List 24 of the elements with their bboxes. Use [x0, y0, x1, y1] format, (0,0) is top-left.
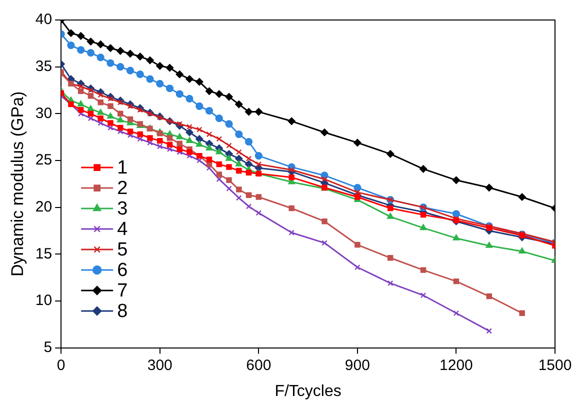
legend-label: 6	[117, 260, 128, 282]
x-axis-title: F/Tcycles	[274, 382, 342, 400]
legend-label: 7	[117, 280, 128, 302]
legend-label: 8	[117, 301, 128, 322]
y-axis-title: Dynamic modulus (GPa)	[8, 91, 27, 276]
x-tick-label: 900	[344, 356, 370, 374]
x-tick-label: 600	[246, 356, 272, 374]
y-tick-label: 35	[35, 58, 52, 75]
y-tick-label: 15	[35, 245, 52, 262]
x-tick-label: 300	[147, 356, 172, 374]
y-tick-label: 40	[35, 11, 52, 28]
y-tick-label: 10	[35, 292, 52, 310]
x-tick-label: 1500	[538, 356, 572, 374]
legend-label: 4	[117, 219, 128, 240]
y-tick-label: 20	[35, 198, 52, 216]
y-tick-label: 25	[35, 152, 52, 169]
legend-label: 3	[117, 198, 128, 220]
y-tick-label: 30	[35, 104, 52, 122]
legend-label: 5	[117, 240, 128, 261]
x-tick-label: 0	[56, 356, 66, 374]
x-tick-label: 1200	[440, 356, 473, 374]
legend-label: 2	[117, 178, 128, 200]
y-tick-label: 5	[44, 338, 52, 356]
legend-label: 1	[117, 158, 128, 179]
